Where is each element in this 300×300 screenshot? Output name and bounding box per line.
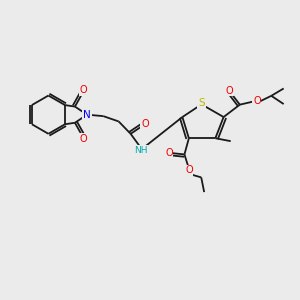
Text: O: O	[80, 85, 87, 95]
Text: O: O	[185, 165, 193, 175]
Text: S: S	[198, 98, 205, 108]
Text: NH: NH	[134, 146, 147, 155]
Text: O: O	[141, 119, 149, 129]
Text: O: O	[165, 148, 173, 158]
Text: O: O	[253, 96, 261, 106]
Text: N: N	[83, 110, 91, 120]
Text: O: O	[80, 134, 87, 144]
Text: O: O	[225, 85, 233, 95]
